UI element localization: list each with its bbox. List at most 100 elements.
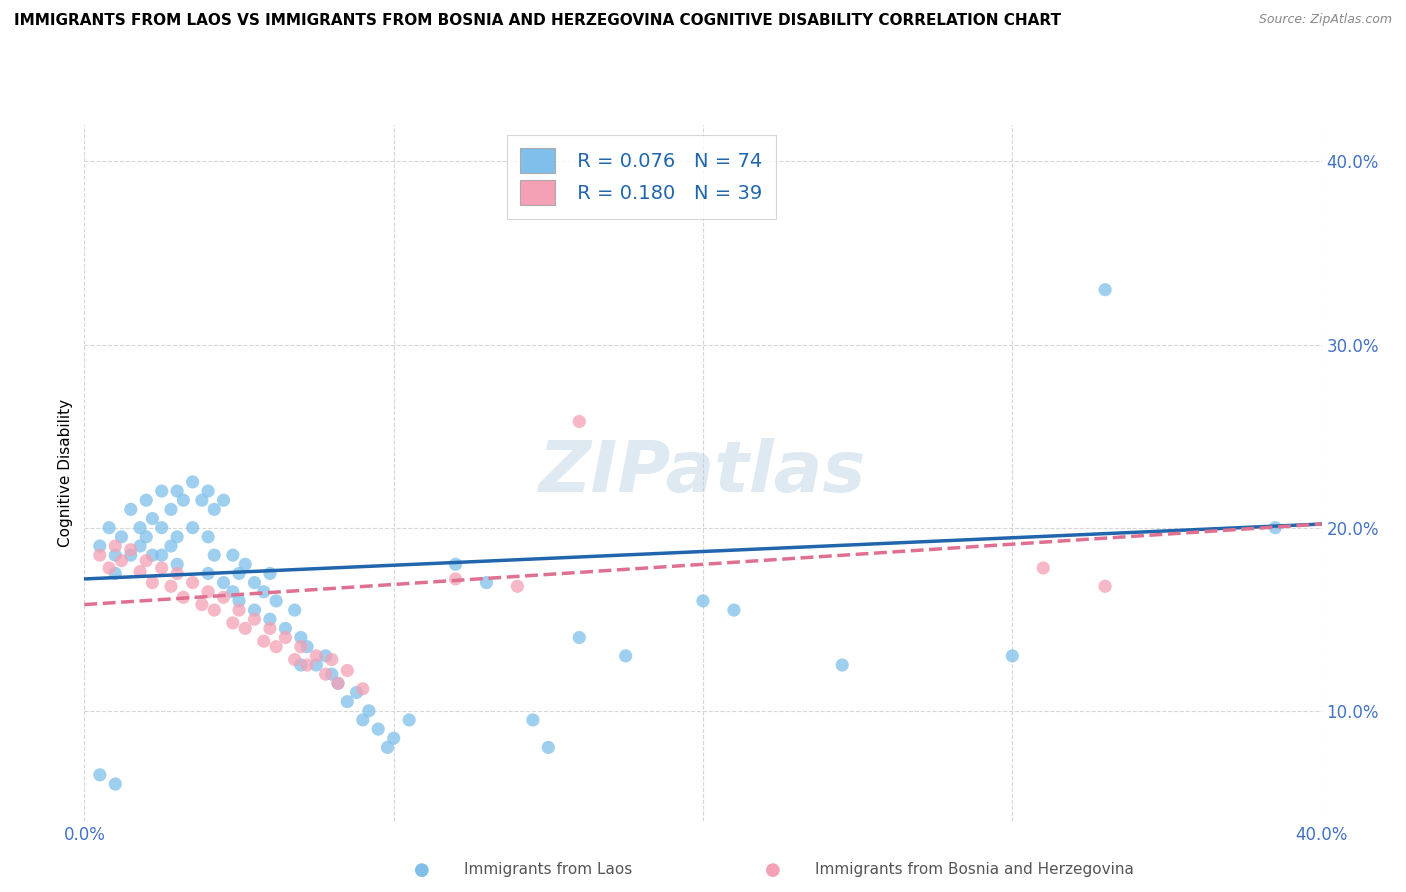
Point xyxy=(336,695,359,709)
Point xyxy=(98,521,121,535)
Point xyxy=(233,621,256,635)
Point xyxy=(290,631,312,645)
Point xyxy=(259,566,281,581)
Text: Immigrants from Bosnia and Herzegovina: Immigrants from Bosnia and Herzegovina xyxy=(815,863,1135,877)
Point xyxy=(284,652,307,666)
Point xyxy=(212,493,235,508)
Y-axis label: Cognitive Disability: Cognitive Disability xyxy=(58,399,73,547)
Point xyxy=(568,631,591,645)
Point xyxy=(89,539,111,553)
Point xyxy=(135,493,157,508)
Point xyxy=(326,676,349,690)
Point xyxy=(295,640,318,654)
Point xyxy=(259,621,281,635)
Point xyxy=(141,575,163,590)
Point xyxy=(104,539,127,553)
Point xyxy=(129,539,152,553)
Point xyxy=(166,484,188,499)
Point xyxy=(568,415,591,429)
Point xyxy=(197,566,219,581)
Point xyxy=(135,530,157,544)
Point xyxy=(723,603,745,617)
Point xyxy=(120,502,142,516)
Point xyxy=(150,521,173,535)
Point xyxy=(305,648,328,663)
Point xyxy=(475,575,498,590)
Point xyxy=(336,664,359,678)
Point xyxy=(181,475,204,489)
Point xyxy=(129,521,152,535)
Point xyxy=(166,566,188,581)
Point xyxy=(141,548,163,562)
Point xyxy=(202,502,225,516)
Point xyxy=(305,658,328,673)
Point xyxy=(367,722,389,736)
Point xyxy=(377,740,399,755)
Point xyxy=(212,575,235,590)
Text: Immigrants from Laos: Immigrants from Laos xyxy=(464,863,633,877)
Point xyxy=(284,603,307,617)
Point xyxy=(191,598,214,612)
Point xyxy=(346,685,368,699)
Point xyxy=(315,648,337,663)
Point xyxy=(1032,561,1054,575)
Point xyxy=(89,548,111,562)
Point xyxy=(212,591,235,605)
Point xyxy=(202,548,225,562)
Legend:  R = 0.076   N = 74,  R = 0.180   N = 39: R = 0.076 N = 74, R = 0.180 N = 39 xyxy=(506,135,776,219)
Point xyxy=(352,681,374,696)
Point xyxy=(135,554,157,568)
Point xyxy=(228,603,250,617)
Point xyxy=(172,591,194,605)
Point xyxy=(104,566,127,581)
Point xyxy=(243,603,266,617)
Point xyxy=(110,554,132,568)
Point xyxy=(181,575,204,590)
Text: Source: ZipAtlas.com: Source: ZipAtlas.com xyxy=(1258,13,1392,27)
Point xyxy=(150,548,173,562)
Point xyxy=(444,572,467,586)
Point xyxy=(1094,283,1116,297)
Point xyxy=(259,612,281,626)
Point xyxy=(506,579,529,593)
Point xyxy=(160,539,183,553)
Point xyxy=(357,704,380,718)
Point xyxy=(1094,579,1116,593)
Point xyxy=(290,640,312,654)
Point xyxy=(264,594,287,608)
Point xyxy=(120,542,142,557)
Point xyxy=(222,584,245,599)
Point xyxy=(104,548,127,562)
Point xyxy=(98,561,121,575)
Point xyxy=(243,612,266,626)
Point xyxy=(202,603,225,617)
Text: ZIPatlas: ZIPatlas xyxy=(540,438,866,508)
Point xyxy=(172,493,194,508)
Point xyxy=(160,502,183,516)
Point xyxy=(295,658,318,673)
Point xyxy=(326,676,349,690)
Point xyxy=(160,579,183,593)
Point xyxy=(290,658,312,673)
Point xyxy=(120,548,142,562)
Point xyxy=(233,558,256,572)
Point xyxy=(315,667,337,681)
Point xyxy=(110,530,132,544)
Point xyxy=(321,667,343,681)
Point xyxy=(253,584,276,599)
Point xyxy=(228,566,250,581)
Point xyxy=(398,713,420,727)
Point xyxy=(197,584,219,599)
Point xyxy=(228,594,250,608)
Point xyxy=(191,493,214,508)
Point xyxy=(150,484,173,499)
Point xyxy=(264,640,287,654)
Point xyxy=(243,575,266,590)
Point xyxy=(253,634,276,648)
Point xyxy=(197,530,219,544)
Point xyxy=(274,631,297,645)
Point xyxy=(129,565,152,579)
Point xyxy=(614,648,637,663)
Point xyxy=(444,558,467,572)
Point xyxy=(537,740,560,755)
